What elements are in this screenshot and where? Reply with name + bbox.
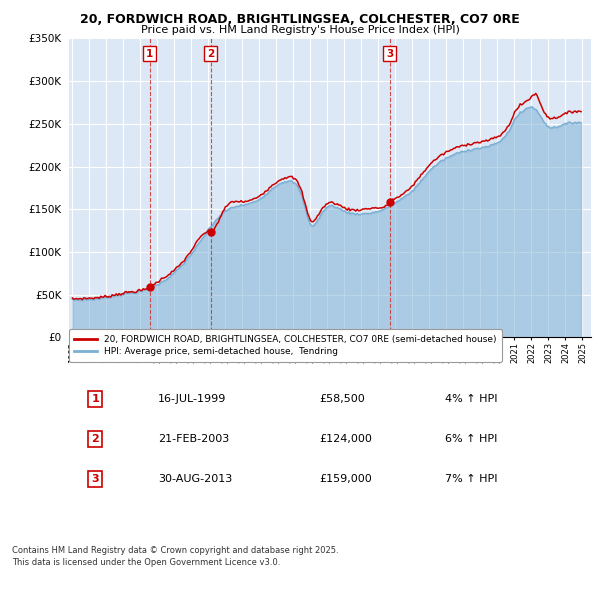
Legend: 20, FORDWICH ROAD, BRIGHTLINGSEA, COLCHESTER, CO7 0RE (semi-detached house), HPI: 20, FORDWICH ROAD, BRIGHTLINGSEA, COLCHE… — [69, 329, 502, 362]
Text: 21-FEB-2003: 21-FEB-2003 — [158, 434, 229, 444]
Text: 2: 2 — [207, 49, 214, 59]
Text: 7% ↑ HPI: 7% ↑ HPI — [445, 474, 497, 484]
Text: 16-JUL-1999: 16-JUL-1999 — [158, 394, 226, 404]
Text: £58,500: £58,500 — [320, 394, 365, 404]
Text: 1: 1 — [91, 394, 99, 404]
Text: Price paid vs. HM Land Registry's House Price Index (HPI): Price paid vs. HM Land Registry's House … — [140, 25, 460, 35]
Text: 1: 1 — [146, 49, 153, 59]
Text: 30-AUG-2013: 30-AUG-2013 — [158, 474, 232, 484]
Text: 3: 3 — [386, 49, 394, 59]
Text: 4% ↑ HPI: 4% ↑ HPI — [445, 394, 497, 404]
Text: £159,000: £159,000 — [320, 474, 373, 484]
Text: 3: 3 — [91, 474, 99, 484]
Text: £124,000: £124,000 — [320, 434, 373, 444]
Text: 20, FORDWICH ROAD, BRIGHTLINGSEA, COLCHESTER, CO7 0RE: 20, FORDWICH ROAD, BRIGHTLINGSEA, COLCHE… — [80, 13, 520, 26]
Text: 2: 2 — [91, 434, 99, 444]
Text: Contains HM Land Registry data © Crown copyright and database right 2025.
This d: Contains HM Land Registry data © Crown c… — [12, 546, 338, 566]
Text: 6% ↑ HPI: 6% ↑ HPI — [445, 434, 497, 444]
